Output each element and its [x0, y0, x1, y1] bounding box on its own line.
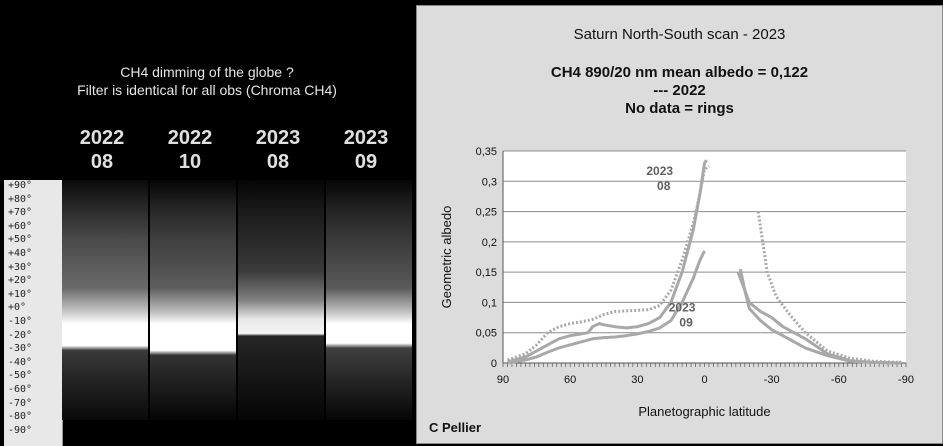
latitude-tick: +60° — [8, 220, 33, 232]
latitude-tick: -70° — [8, 397, 33, 409]
latitude-tick: +20° — [8, 275, 33, 287]
x-tick-label: -90 — [898, 374, 914, 386]
latitude-scale: +90° +80° +70° +60° +50° +40° +30° +20° +10° +0° -… — [4, 180, 63, 446]
strip-month: 08 — [266, 151, 290, 173]
y-tick-label: 0 — [491, 358, 497, 370]
strip-label-1: 2022 08 — [62, 126, 142, 174]
chart-subtitle-3: No data = rings — [625, 100, 734, 117]
latitude-tick: -20° — [8, 329, 33, 341]
latitude-tick: +80° — [8, 193, 33, 205]
saturn-strip-2023-08 — [238, 180, 324, 420]
series-line — [507, 159, 708, 364]
annotation-label: 08 — [657, 179, 671, 193]
strip-year: 2023 — [255, 127, 301, 149]
saturn-strip-2022-08 — [62, 180, 148, 420]
strip-month: 10 — [178, 151, 202, 173]
latitude-tick: +50° — [8, 234, 33, 246]
latitude-tick: +40° — [8, 248, 33, 259]
strip-month: 09 — [354, 151, 378, 173]
y-axis-title: Geometric albedo — [439, 206, 454, 309]
y-tick-label: 0,1 — [482, 297, 497, 309]
x-tick-label: 60 — [564, 374, 576, 386]
y-tick-label: 0,2 — [482, 237, 497, 249]
strip-year: 2022 — [79, 127, 125, 149]
strip-label-4: 2023 09 — [326, 126, 406, 174]
latitude-tick: -80° — [8, 411, 33, 423]
latitude-tick: -90° — [8, 424, 33, 436]
y-tick-label: 0,15 — [476, 267, 497, 279]
credit-label: C Pellier — [429, 420, 482, 435]
latitude-tick: +0° — [8, 302, 27, 314]
latitude-tick: -40° — [8, 356, 33, 368]
latitude-tick: -10° — [8, 316, 33, 327]
albedo-line-chart: 0 0,05 0,1 0,15 0,2 0,25 0,3 0,35 90 60 30 0 -30 -60 -… — [439, 146, 914, 419]
chart-title: Saturn North-South scan - 2023 — [573, 26, 786, 43]
x-tick-label: -60 — [831, 374, 847, 386]
chart-subtitle-2: --- 2022 — [653, 82, 706, 99]
y-tick-label: 0,35 — [476, 146, 497, 158]
strip-label-3: 2023 08 — [238, 126, 318, 174]
series-line — [507, 164, 710, 362]
y-tick-label: 0,3 — [482, 176, 497, 188]
saturn-strip-2023-09 — [326, 180, 412, 420]
caption-line-1: CH4 dimming of the globe ? — [120, 64, 294, 80]
x-axis-title: Planetographic latitude — [638, 404, 770, 419]
latitude-tick: +10° — [8, 288, 33, 300]
strip-year: 2023 — [343, 127, 389, 149]
strip-month: 08 — [90, 151, 114, 173]
plot-area — [503, 151, 906, 363]
series-line — [507, 250, 706, 365]
latitude-tick: +90° — [8, 180, 33, 191]
latitude-tick: +30° — [8, 261, 33, 273]
y-tick-label: 0,05 — [476, 328, 497, 340]
x-tick-label: -30 — [764, 374, 780, 386]
series-line — [738, 268, 902, 365]
y-tick-label: 0,25 — [476, 207, 497, 219]
chart-panel: Saturn North-South scan - 2023 CH4 890/2… — [416, 5, 943, 444]
annotation-label: 09 — [679, 316, 693, 330]
caption-line-2: Filter is identical for all obs (Chroma … — [77, 82, 337, 98]
series-line — [756, 211, 902, 364]
chart-subtitle-1: CH4 890/20 nm mean albedo = 0,122 — [550, 64, 809, 81]
annotation-label: 2023 — [646, 164, 673, 178]
observation-panel: CH4 dimming of the globe ? Filter is ide… — [0, 0, 414, 446]
strip-year: 2022 — [167, 127, 213, 149]
x-tick-label: 90 — [497, 374, 509, 386]
latitude-tick: -60° — [8, 384, 33, 395]
x-tick-label: 30 — [631, 374, 643, 386]
latitude-tick: -30° — [8, 343, 33, 355]
annotation-label: 2023 — [669, 301, 696, 315]
latitude-tick: -50° — [8, 370, 33, 382]
x-tick-label: 0 — [701, 374, 707, 386]
strip-label-2: 2022 10 — [150, 126, 230, 174]
latitude-tick: +70° — [8, 207, 33, 219]
saturn-strip-2022-10 — [150, 180, 236, 420]
